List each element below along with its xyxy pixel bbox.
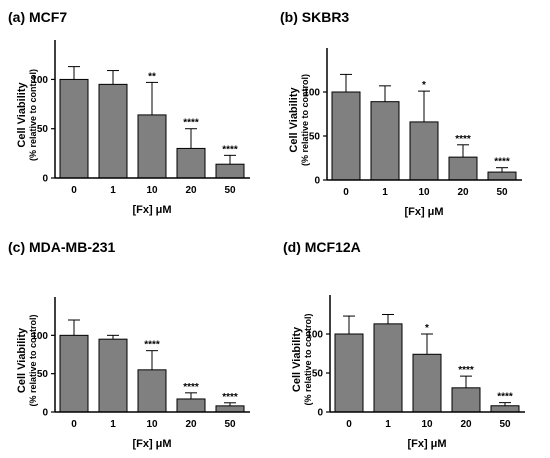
bar [448,156,478,181]
bar [137,114,167,179]
significance-label: ** [148,71,156,82]
y-axis-label: Cell Viability [288,87,300,153]
significance-label: **** [494,157,510,168]
significance-label: **** [222,144,238,155]
x-tick-label: 0 [343,187,349,198]
bar [137,369,167,413]
y-tick-label: 50 [309,132,321,143]
y-axis-sublabel: (% relative to control) [28,314,38,406]
y-tick-label: 0 [42,174,48,185]
significance-label: **** [183,118,199,129]
y-tick-label: 0 [314,176,320,187]
x-tick-label: 50 [499,419,511,430]
y-axis-sublabel: (% relative to control) [303,313,313,405]
x-tick-label: 0 [71,419,77,430]
bar [215,405,245,413]
significance-label: * [425,323,429,334]
chart-panel-3: (c) MDA-MB-231 **** **** **** 0 50 100 0 1 10 20 50… [8,239,250,450]
panel-title: (a) MCF7 [8,9,67,25]
bar [370,101,400,181]
x-tick-label: 0 [71,185,77,196]
y-axis-label: Cell Viability [291,326,303,392]
significance-label: **** [183,382,199,393]
x-tick-label: 1 [110,185,116,196]
y-axis-label: Cell Viability [16,327,28,393]
bar [334,333,364,413]
x-tick-label: 50 [496,187,508,198]
x-axis-label: [Fx] μM [132,438,171,450]
bar [98,338,128,413]
panel-title: (b) SKBR3 [280,9,349,25]
y-tick-label: 100 [303,88,320,99]
bar [412,353,442,413]
x-tick-label: 10 [146,185,158,196]
y-tick-label: 50 [37,124,49,135]
x-tick-label: 1 [110,419,116,430]
x-tick-label: 50 [224,419,236,430]
x-tick-label: 1 [382,187,388,198]
significance-label: **** [455,134,471,145]
x-tick-label: 10 [418,187,430,198]
y-tick-label: 100 [31,331,48,342]
x-axis-label: [Fx] μM [407,438,446,450]
significance-label: * [422,80,426,91]
y-axis-sublabel: (% relative to control) [28,69,38,161]
x-axis-label: [Fx] μM [132,204,171,216]
y-tick-label: 100 [31,75,48,86]
bar [59,78,89,179]
y-axis-sublabel: (% relative to control) [300,74,310,166]
y-tick-label: 0 [317,408,323,419]
significance-label: **** [497,392,513,403]
y-axis-label: Cell Viability [16,82,28,148]
significance-label: **** [144,340,160,351]
y-tick-label: 0 [42,408,48,419]
panel-title: (c) MDA-MB-231 [8,239,116,255]
x-tick-label: 10 [146,419,158,430]
x-tick-label: 20 [460,419,472,430]
bar [331,91,361,181]
x-tick-label: 0 [346,419,352,430]
y-tick-label: 50 [312,369,324,380]
significance-label: **** [222,392,238,403]
bar [98,83,128,179]
significance-label: **** [458,365,474,376]
x-tick-label: 10 [421,419,433,430]
x-tick-label: 1 [385,419,391,430]
x-tick-label: 20 [185,185,197,196]
bar [451,387,481,413]
x-tick-label: 50 [224,185,236,196]
bar [176,147,206,179]
y-tick-label: 50 [37,369,49,380]
x-axis-label: [Fx] μM [404,206,443,218]
x-tick-label: 20 [185,419,197,430]
y-tick-label: 100 [306,330,323,341]
bar [490,405,520,413]
bar [176,398,206,413]
bar [215,163,245,179]
bar [409,121,439,181]
bar [373,323,403,413]
bar [487,171,517,181]
x-tick-label: 20 [457,187,469,198]
panel-title: (d) MCF12A [283,239,361,255]
bar [59,334,89,413]
